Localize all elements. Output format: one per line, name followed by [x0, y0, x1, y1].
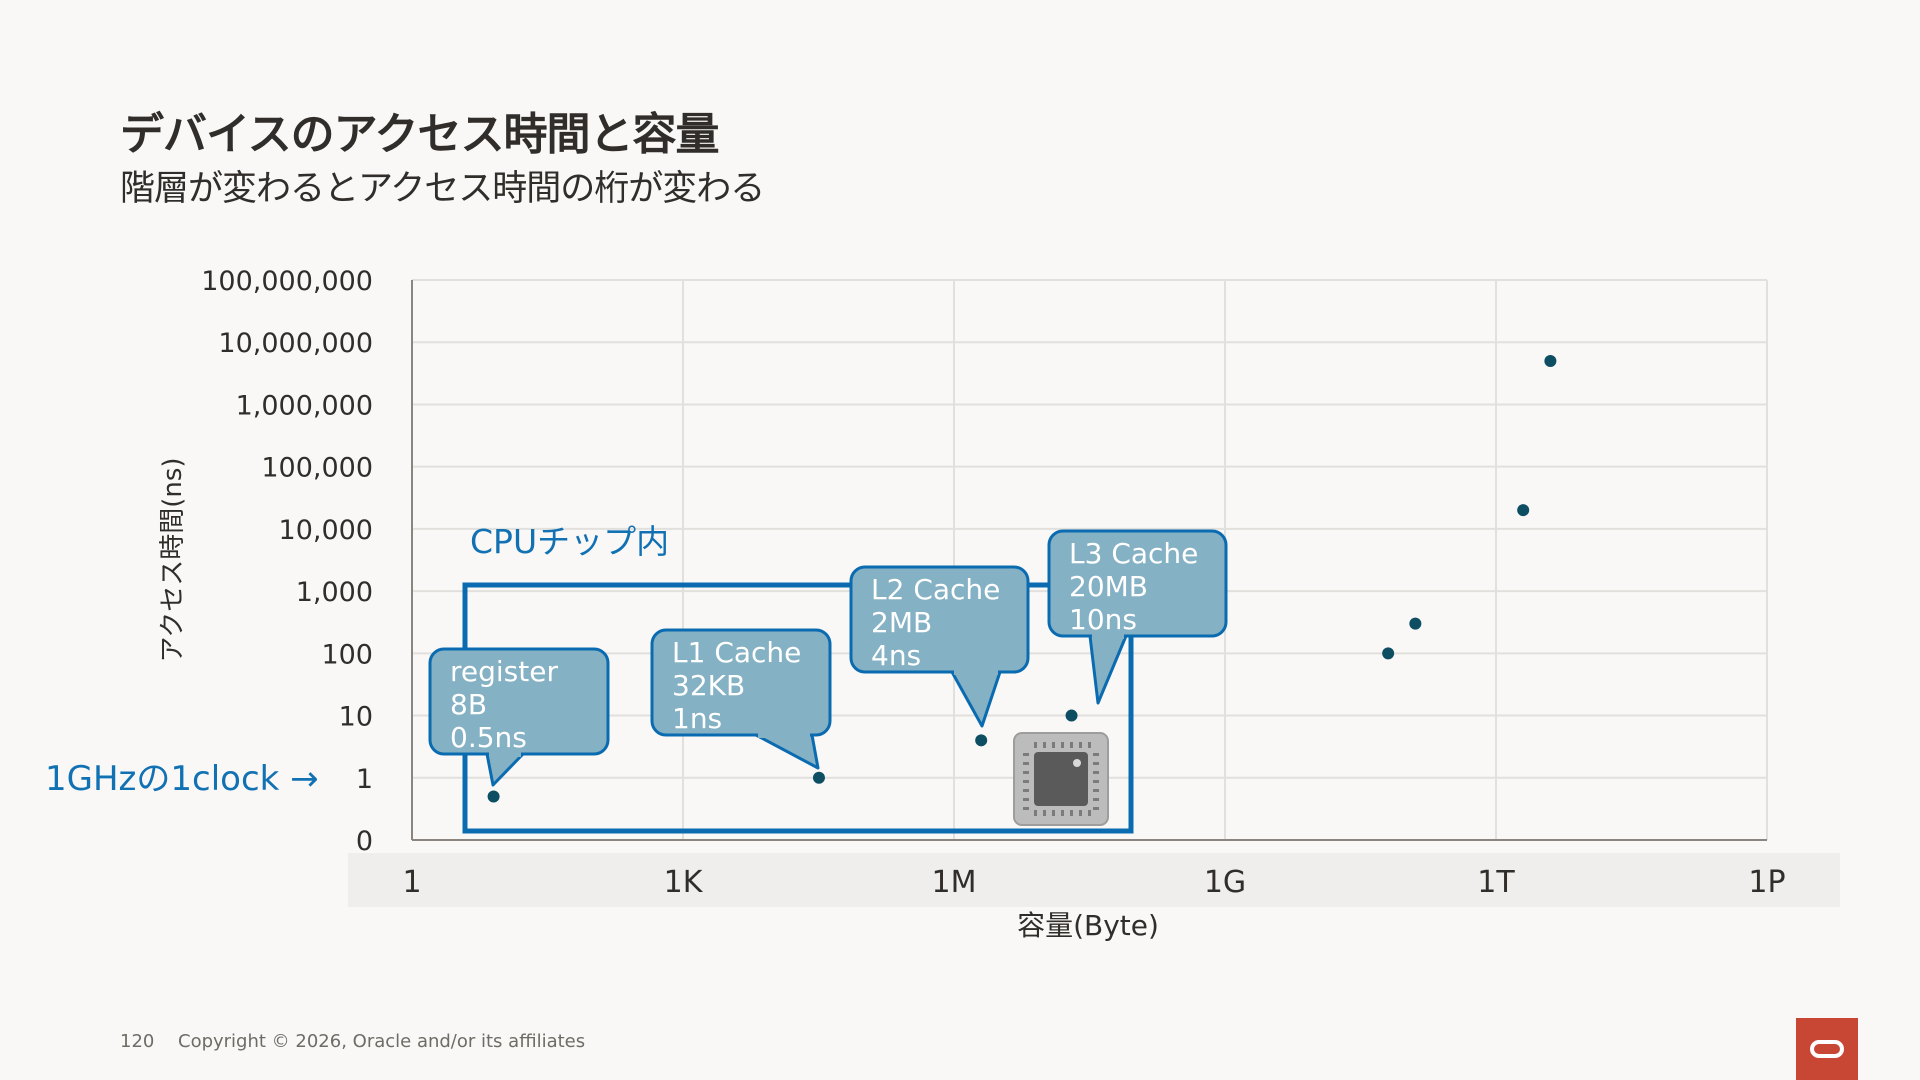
callout-box — [1047, 529, 1228, 638]
chip-pin — [1093, 789, 1099, 792]
oracle-logo — [1796, 1018, 1858, 1080]
chip-pin — [1023, 780, 1029, 783]
callout-seam — [758, 732, 810, 738]
callout-box — [650, 628, 832, 737]
chip-pin — [1043, 742, 1046, 748]
chip-pin — [1093, 762, 1099, 765]
data-point — [1065, 709, 1078, 722]
chip-pin — [1061, 810, 1064, 816]
data-point — [1409, 617, 1422, 630]
x-tick-label: 1T — [1477, 865, 1515, 900]
callout-seam — [489, 751, 521, 757]
chip-pin — [1079, 742, 1082, 748]
callout-text-line: L3 Cache — [1069, 537, 1198, 570]
callout-seam — [954, 669, 998, 675]
chip-pin — [1088, 810, 1091, 816]
callout-pointer — [950, 670, 1002, 728]
cpu-region-label: CPUチップ内 — [470, 522, 669, 561]
y-tick-label: 100 — [321, 639, 373, 670]
y-tick-label: 100,000,000 — [201, 266, 373, 297]
y-tick-label: 10,000 — [279, 515, 373, 546]
callout-seam — [1092, 633, 1124, 639]
chip-pin — [1023, 771, 1029, 774]
chip-pin — [1093, 753, 1099, 756]
clock-annotation: 1GHzの1clock → — [45, 759, 319, 799]
cpu-chip-icon — [1013, 732, 1109, 826]
callout-pointer — [754, 733, 820, 770]
callout-text-line: 10ns — [1069, 603, 1137, 636]
x-axis-title: 容量(Byte) — [1017, 909, 1159, 942]
chip-pin — [1093, 780, 1099, 783]
copyright-text: Copyright © 2026, Oracle and/or its affi… — [178, 1031, 586, 1052]
chip-pin — [1052, 810, 1055, 816]
x-tick-label: 1 — [402, 865, 421, 900]
data-point — [487, 790, 500, 803]
data-point — [975, 734, 988, 747]
y-tick-label: 1,000 — [296, 577, 373, 608]
callout-text-line: L1 Cache — [672, 636, 801, 669]
y-tick-label: 10,000,000 — [218, 328, 373, 359]
chip-pin — [1034, 742, 1037, 748]
y-tick-label: 100,000 — [261, 453, 373, 484]
data-point — [1517, 504, 1530, 517]
chip-pin — [1070, 742, 1073, 748]
chip-pin — [1034, 810, 1037, 816]
chip-die — [1034, 752, 1088, 806]
chip-pin — [1093, 771, 1099, 774]
x-tick-label: 1K — [664, 865, 704, 900]
y-tick-label: 1 — [356, 764, 373, 795]
callout-text-line: 0.5ns — [450, 721, 527, 754]
y-tick-label: 0 — [356, 826, 373, 857]
slide-title: デバイスのアクセス時間と容量 — [120, 109, 719, 160]
callout-text-line: 32KB — [672, 669, 745, 702]
x-tick-label: 1P — [1748, 865, 1785, 900]
chip-pin — [1070, 810, 1073, 816]
x-axis-band — [348, 853, 1840, 907]
chip-pin — [1088, 742, 1091, 748]
chip-pin — [1023, 807, 1029, 810]
callout-text-line: register — [450, 655, 558, 688]
chip-pin — [1093, 798, 1099, 801]
y-axis-title: アクセス時間(ns) — [158, 457, 188, 662]
callout-text-line: 1ns — [672, 702, 722, 735]
chip-pin — [1061, 742, 1064, 748]
chip-pin — [1023, 798, 1029, 801]
callout-text-line: 8B — [450, 688, 487, 721]
slide-subtitle: 階層が変わるとアクセス時間の桁が変わる — [120, 169, 765, 209]
data-point — [1544, 354, 1557, 367]
callout-text-line: L2 Cache — [871, 573, 1000, 606]
chip-pin — [1023, 789, 1029, 792]
data-point — [812, 771, 825, 784]
oracle-logo-ring-icon — [1810, 1040, 1844, 1058]
chip-pin — [1043, 810, 1046, 816]
callout-text-line: 4ns — [871, 639, 921, 672]
chip-pin — [1052, 742, 1055, 748]
callout-text-line: 20MB — [1069, 570, 1148, 603]
callout-box — [849, 565, 1030, 674]
x-tick-label: 1G — [1204, 865, 1246, 900]
chip-pin — [1093, 807, 1099, 810]
y-tick-label: 10 — [339, 702, 373, 733]
data-point — [1382, 647, 1395, 660]
y-tick-label: 1,000,000 — [236, 390, 373, 421]
chip-pin — [1023, 753, 1029, 756]
chip-dot — [1073, 759, 1081, 767]
callout-text-line: 2MB — [871, 606, 932, 639]
callout-pointer — [485, 752, 525, 787]
page-number: 120 — [120, 1031, 155, 1052]
callout-pointer — [1088, 634, 1128, 705]
chip-pin — [1023, 762, 1029, 765]
chip-pin — [1079, 810, 1082, 816]
x-tick-label: 1M — [932, 865, 977, 900]
